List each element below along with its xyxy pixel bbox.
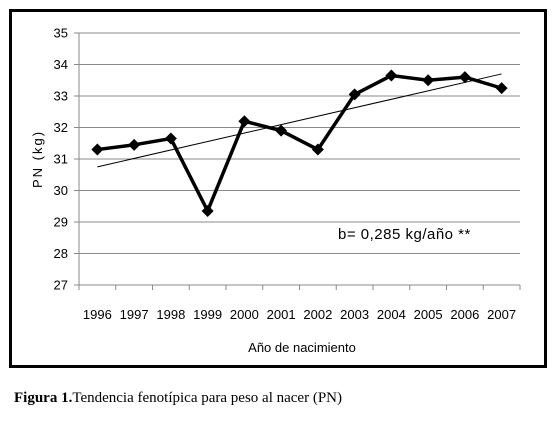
x-tick-label: 1999 — [193, 307, 222, 322]
data-point-marker — [311, 143, 324, 156]
series-line — [97, 73, 503, 216]
data-point-marker — [91, 143, 104, 156]
data-point-marker — [495, 82, 508, 95]
x-tick-labels: 1996 1997 1998 1999 2000 2001 2002 2003 2004 2005… — [83, 307, 516, 322]
y-tick-label: 29 — [54, 215, 68, 230]
data-point-marker — [422, 74, 435, 87]
trend-line — [97, 73, 502, 168]
y-tick-label: 32 — [54, 120, 68, 135]
x-tick-label: 1997 — [120, 307, 149, 322]
caption-text: Tendencia fenotípica para peso al nacer … — [72, 390, 342, 406]
data-point-marker — [385, 69, 398, 82]
data-point-marker — [201, 204, 214, 217]
slope-annotation: b= 0,285 kg/año ** — [338, 226, 471, 243]
x-axis-label: Año de nacimiento — [248, 340, 356, 355]
gridlines — [74, 32, 521, 290]
y-tick-label: 31 — [54, 152, 68, 167]
data-point-marker — [275, 124, 288, 137]
figure-caption: Figura 1.Tendencia fenotípica para peso … — [14, 390, 342, 407]
y-tick-label: 28 — [54, 246, 68, 261]
y-tick-label: 33 — [54, 89, 68, 104]
x-tick-label: 2003 — [340, 307, 369, 322]
x-tick-label: 2002 — [303, 307, 332, 322]
figure-frame — [9, 9, 547, 368]
x-tick-label: 2000 — [230, 307, 259, 322]
y-axis-label: PN (kg) — [30, 130, 45, 188]
data-point-marker — [458, 71, 471, 84]
caption-label: Figura 1. — [14, 390, 73, 406]
x-tick-label: 2001 — [267, 307, 296, 322]
y-tick-label: 34 — [54, 57, 68, 72]
y-tick-label: 30 — [54, 183, 68, 198]
x-tick-label: 2005 — [414, 307, 443, 322]
y-tick-labels: 27 28 29 30 31 32 33 34 35 — [54, 26, 68, 293]
x-tick-label: 1998 — [156, 307, 185, 322]
y-tick-label: 35 — [54, 26, 68, 41]
x-tick-label: 2006 — [450, 307, 479, 322]
x-tick-label: 2004 — [377, 307, 406, 322]
x-tick-label: 2007 — [487, 307, 516, 322]
data-point-marker — [238, 115, 251, 128]
data-point-marker — [128, 138, 141, 151]
y-tick-label: 27 — [54, 278, 68, 293]
plot-area — [91, 69, 508, 217]
data-point-marker — [348, 88, 361, 101]
x-tick-label: 1996 — [83, 307, 112, 322]
data-point-marker — [164, 132, 177, 145]
